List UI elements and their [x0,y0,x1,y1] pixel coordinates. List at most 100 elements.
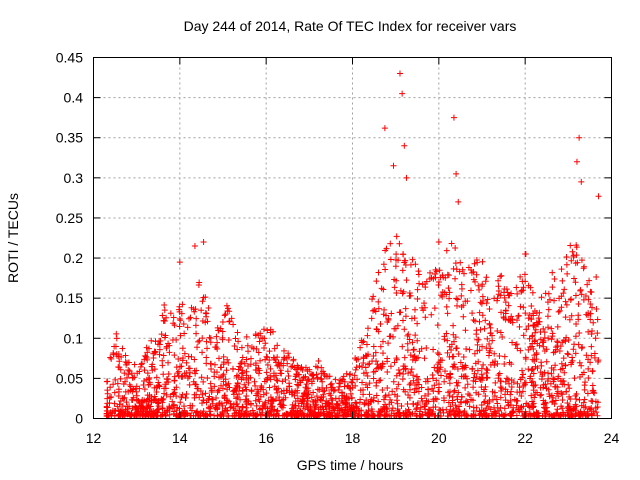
data-point [449,363,456,370]
data-point [391,359,398,366]
data-point [369,358,376,365]
data-point [252,411,259,418]
data-point [136,368,143,375]
data-point [251,378,258,385]
data-point [407,386,414,393]
data-point [202,390,209,397]
data-point [443,406,450,413]
data-point [511,396,518,403]
data-point [404,401,411,408]
data-point [187,369,194,376]
data-point [576,359,583,366]
data-point [334,405,341,412]
data-point [401,326,408,333]
data-point [414,401,421,408]
data-point [516,408,523,415]
data-point [320,388,327,395]
data-point [540,381,547,388]
data-point [400,366,407,373]
data-point [304,397,311,404]
data-point [132,403,139,410]
data-point [153,374,160,381]
data-point [387,333,394,340]
data-point [568,412,575,419]
data-point [563,253,570,260]
data-point [216,411,223,418]
data-point [587,406,594,413]
data-point [458,281,465,288]
data-point [474,367,481,374]
data-point [127,387,134,394]
data-point [165,359,172,366]
data-point [328,380,335,387]
data-point [287,412,294,419]
data-point [313,393,320,400]
data-point [125,367,132,374]
data-point [274,389,281,396]
data-point [465,264,472,271]
data-point [394,400,401,407]
data-point [413,405,420,412]
data-point [446,380,453,387]
data-point [156,351,163,358]
data-point [301,389,308,396]
data-point [169,336,176,343]
data-point [509,409,516,416]
data-point [581,382,588,389]
data-point [347,385,354,392]
data-point [238,344,245,351]
data-point [213,344,220,351]
data-point [370,293,377,300]
data-point [528,367,535,374]
data-point [549,333,556,340]
data-point [181,350,188,357]
data-point [393,397,400,404]
data-point [341,409,348,416]
data-point [418,395,425,402]
data-point [506,359,513,366]
data-point [255,332,262,339]
data-point [404,347,411,354]
data-point [235,366,242,373]
data-point [235,412,242,419]
data-point [267,365,274,372]
data-point [138,360,145,367]
data-point [589,382,596,389]
data-point [218,382,225,389]
data-point [245,348,252,355]
data-point [566,385,573,392]
data-point [434,322,441,329]
data-point [454,366,461,373]
data-point [588,343,595,350]
data-point [415,271,422,278]
data-point [401,354,408,361]
data-point [477,376,484,383]
data-point [391,276,398,283]
data-point [495,277,502,284]
data-point [482,278,489,285]
data-point [587,300,594,307]
data-point [170,391,177,398]
data-point [402,407,409,414]
data-point [114,380,121,387]
data-point [375,305,382,312]
data-point [267,408,274,415]
data-point [578,257,585,264]
data-point [440,274,447,281]
data-point [425,390,432,397]
data-point [585,374,592,381]
data-point [277,400,284,407]
data-point [219,328,226,335]
data-point [489,359,496,366]
data-point [260,326,267,333]
data-point [123,399,130,406]
data-point [452,260,459,267]
data-point [517,303,524,310]
data-point [434,350,441,357]
data-point [453,345,460,352]
data-point [380,261,387,268]
data-point [521,381,528,388]
data-point [161,307,168,314]
data-point [392,263,399,270]
